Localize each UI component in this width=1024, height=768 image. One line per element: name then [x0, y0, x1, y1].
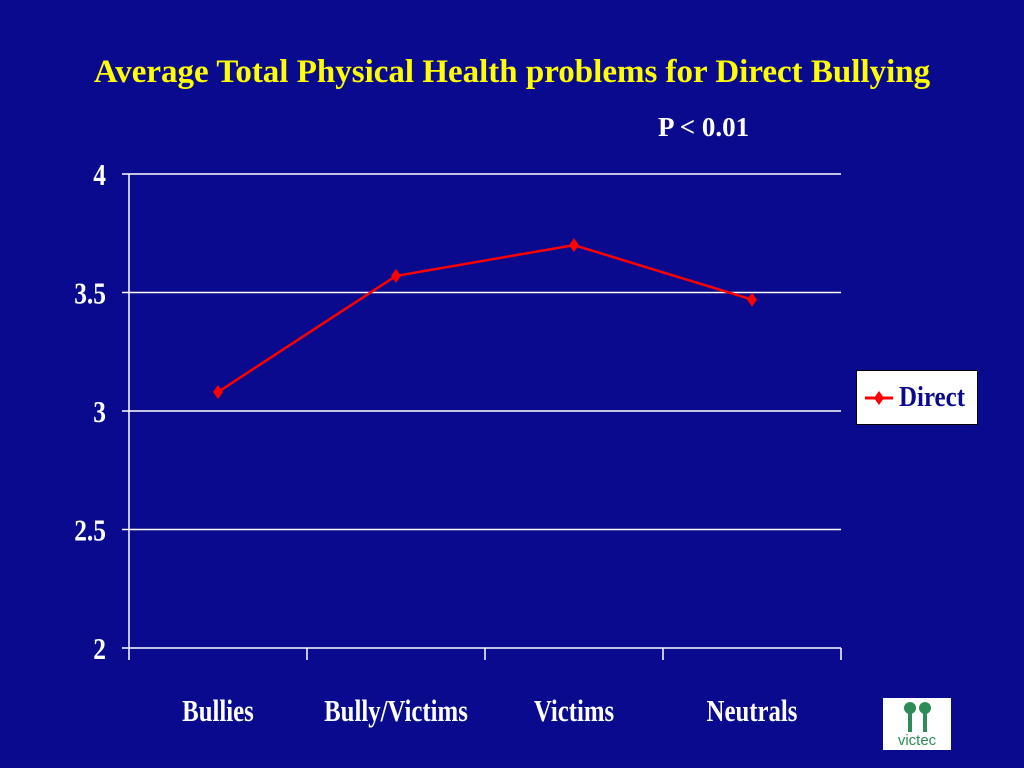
y-tick-label: 3.5	[74, 277, 106, 311]
victec-logo-icon: victec	[898, 702, 937, 749]
data-point	[213, 385, 223, 400]
chart-title: Average Total Physical Health problems f…	[93, 54, 931, 90]
series-line-direct	[217, 243, 753, 394]
x-tick-label: Bullies	[182, 694, 254, 728]
chart-legend: Direct	[856, 370, 978, 425]
y-tick-label: 4	[93, 159, 106, 193]
y-tick-label: 3	[93, 396, 106, 430]
p-value-label: P < 0.01	[658, 112, 750, 142]
x-tick-label: Victims	[534, 694, 614, 728]
victec-logo: victec	[883, 698, 951, 750]
legend-marker-direct	[865, 390, 893, 405]
data-point	[391, 268, 401, 283]
data-point	[747, 292, 757, 307]
logo-text: victec	[898, 732, 937, 749]
data-point	[569, 238, 579, 253]
x-tick-label: Bully/Victims	[324, 694, 468, 728]
legend-label-direct: Direct	[899, 381, 966, 413]
y-tick-label: 2	[93, 633, 106, 667]
x-tick-label: Neutrals	[707, 694, 798, 728]
y-tick-label: 2.5	[74, 514, 106, 548]
